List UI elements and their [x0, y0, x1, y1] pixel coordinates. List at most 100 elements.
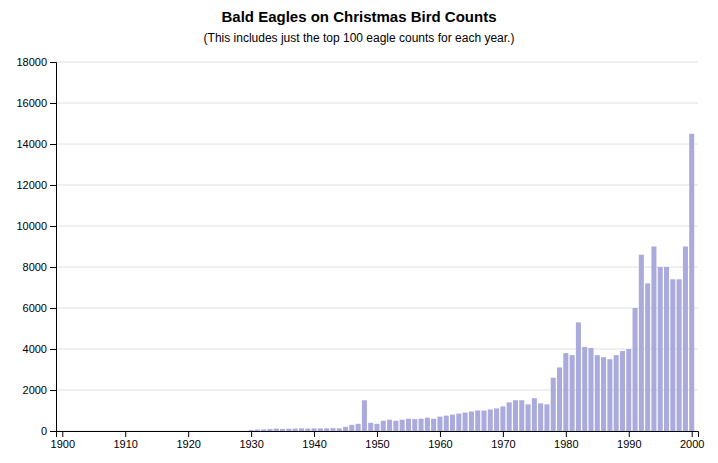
- bar: [343, 427, 348, 431]
- bar: [173, 431, 178, 432]
- y-tick-mark: [50, 349, 56, 350]
- y-tick-label: 14000: [16, 138, 47, 150]
- bar: [179, 431, 184, 432]
- x-tick: 1960: [428, 431, 452, 450]
- bar: [261, 429, 266, 431]
- x-tick-mark: [503, 431, 504, 437]
- bar: [72, 431, 77, 432]
- bar: [318, 428, 323, 431]
- x-tick-label: 1980: [554, 438, 578, 450]
- bar: [349, 425, 354, 431]
- y-tick: 6000: [23, 302, 56, 314]
- grid-line: [56, 103, 698, 104]
- bar: [293, 429, 298, 431]
- bar: [607, 359, 612, 431]
- bar: [645, 283, 650, 431]
- y-tick-label: 18000: [16, 56, 47, 68]
- bar: [563, 353, 568, 431]
- x-tick-label: 1930: [239, 438, 263, 450]
- bar: [425, 418, 430, 431]
- y-tick-label: 8000: [23, 261, 47, 273]
- bar: [437, 417, 442, 431]
- bar: [110, 431, 115, 432]
- bar: [142, 431, 147, 432]
- bar: [557, 367, 562, 431]
- bar: [330, 428, 335, 431]
- bar: [626, 349, 631, 431]
- x-tick: 1920: [176, 431, 200, 450]
- x-tick-label: 1990: [617, 438, 641, 450]
- x-tick-label: 1950: [365, 438, 389, 450]
- bar: [116, 431, 121, 432]
- bar: [104, 431, 109, 432]
- x-tick-mark: [440, 431, 441, 437]
- y-tick-label: 6000: [23, 302, 47, 314]
- y-axis-line: [50, 63, 57, 432]
- bar: [576, 322, 581, 431]
- grid-line: [56, 349, 698, 350]
- x-tick-mark: [314, 431, 315, 437]
- bar: [160, 431, 165, 432]
- grid-line: [56, 308, 698, 309]
- subtitle: (This includes just the top 100 eagle co…: [204, 31, 515, 45]
- x-tick-mark: [125, 431, 126, 437]
- bar: [242, 431, 247, 432]
- bar: [406, 419, 411, 431]
- bar: [356, 424, 361, 431]
- bar: [456, 414, 461, 431]
- x-tick: 1930: [239, 431, 263, 450]
- x-tick: 2000: [680, 431, 704, 450]
- bar: [324, 428, 329, 431]
- bar: [670, 279, 675, 431]
- bar: [217, 431, 222, 432]
- bar: [582, 347, 587, 431]
- bar: [481, 411, 486, 432]
- bar: [387, 420, 392, 431]
- bar: [66, 431, 71, 432]
- bar: [475, 411, 480, 432]
- bar: [658, 267, 663, 431]
- y-tick: 12000: [16, 179, 56, 191]
- bar: [249, 430, 254, 431]
- bar: [186, 431, 191, 432]
- bar: [412, 419, 417, 431]
- x-tick: 1900: [51, 431, 75, 450]
- x-axis-line: [57, 432, 699, 438]
- y-tick-mark: [50, 308, 56, 309]
- y-tick-mark: [50, 144, 56, 145]
- x-tick-mark: [62, 431, 63, 437]
- bar: [614, 355, 619, 431]
- bar: [91, 431, 96, 432]
- grid-line: [56, 267, 698, 268]
- y-tick-label: 10000: [16, 220, 47, 232]
- bar: [463, 413, 468, 431]
- bar: [85, 431, 90, 432]
- y-tick-mark: [50, 185, 56, 186]
- y-tick-label: 4000: [23, 343, 47, 355]
- bar: [267, 429, 272, 431]
- x-tick-mark: [188, 431, 189, 437]
- bar: [601, 357, 606, 431]
- bar: [192, 431, 197, 432]
- bar: [532, 398, 537, 431]
- y-tick: 16000: [16, 97, 56, 109]
- y-tick: 8000: [23, 261, 56, 273]
- y-tick: 2000: [23, 384, 56, 396]
- y-tick: 18000: [16, 56, 56, 68]
- bar: [683, 247, 688, 432]
- bar: [299, 428, 304, 431]
- bar: [274, 429, 279, 431]
- x-tick-mark: [251, 431, 252, 437]
- grid-line: [56, 226, 698, 227]
- bar: [198, 431, 203, 432]
- x-tick: 1940: [302, 431, 326, 450]
- y-tick-label: 2000: [23, 384, 47, 396]
- bar: [551, 378, 556, 431]
- bar: [211, 431, 216, 432]
- bar: [588, 348, 593, 431]
- grid: [56, 62, 698, 431]
- x-tick: 1990: [617, 431, 641, 450]
- bar: [689, 134, 694, 431]
- grid-line: [56, 185, 698, 186]
- x-tick-label: 1910: [113, 438, 137, 450]
